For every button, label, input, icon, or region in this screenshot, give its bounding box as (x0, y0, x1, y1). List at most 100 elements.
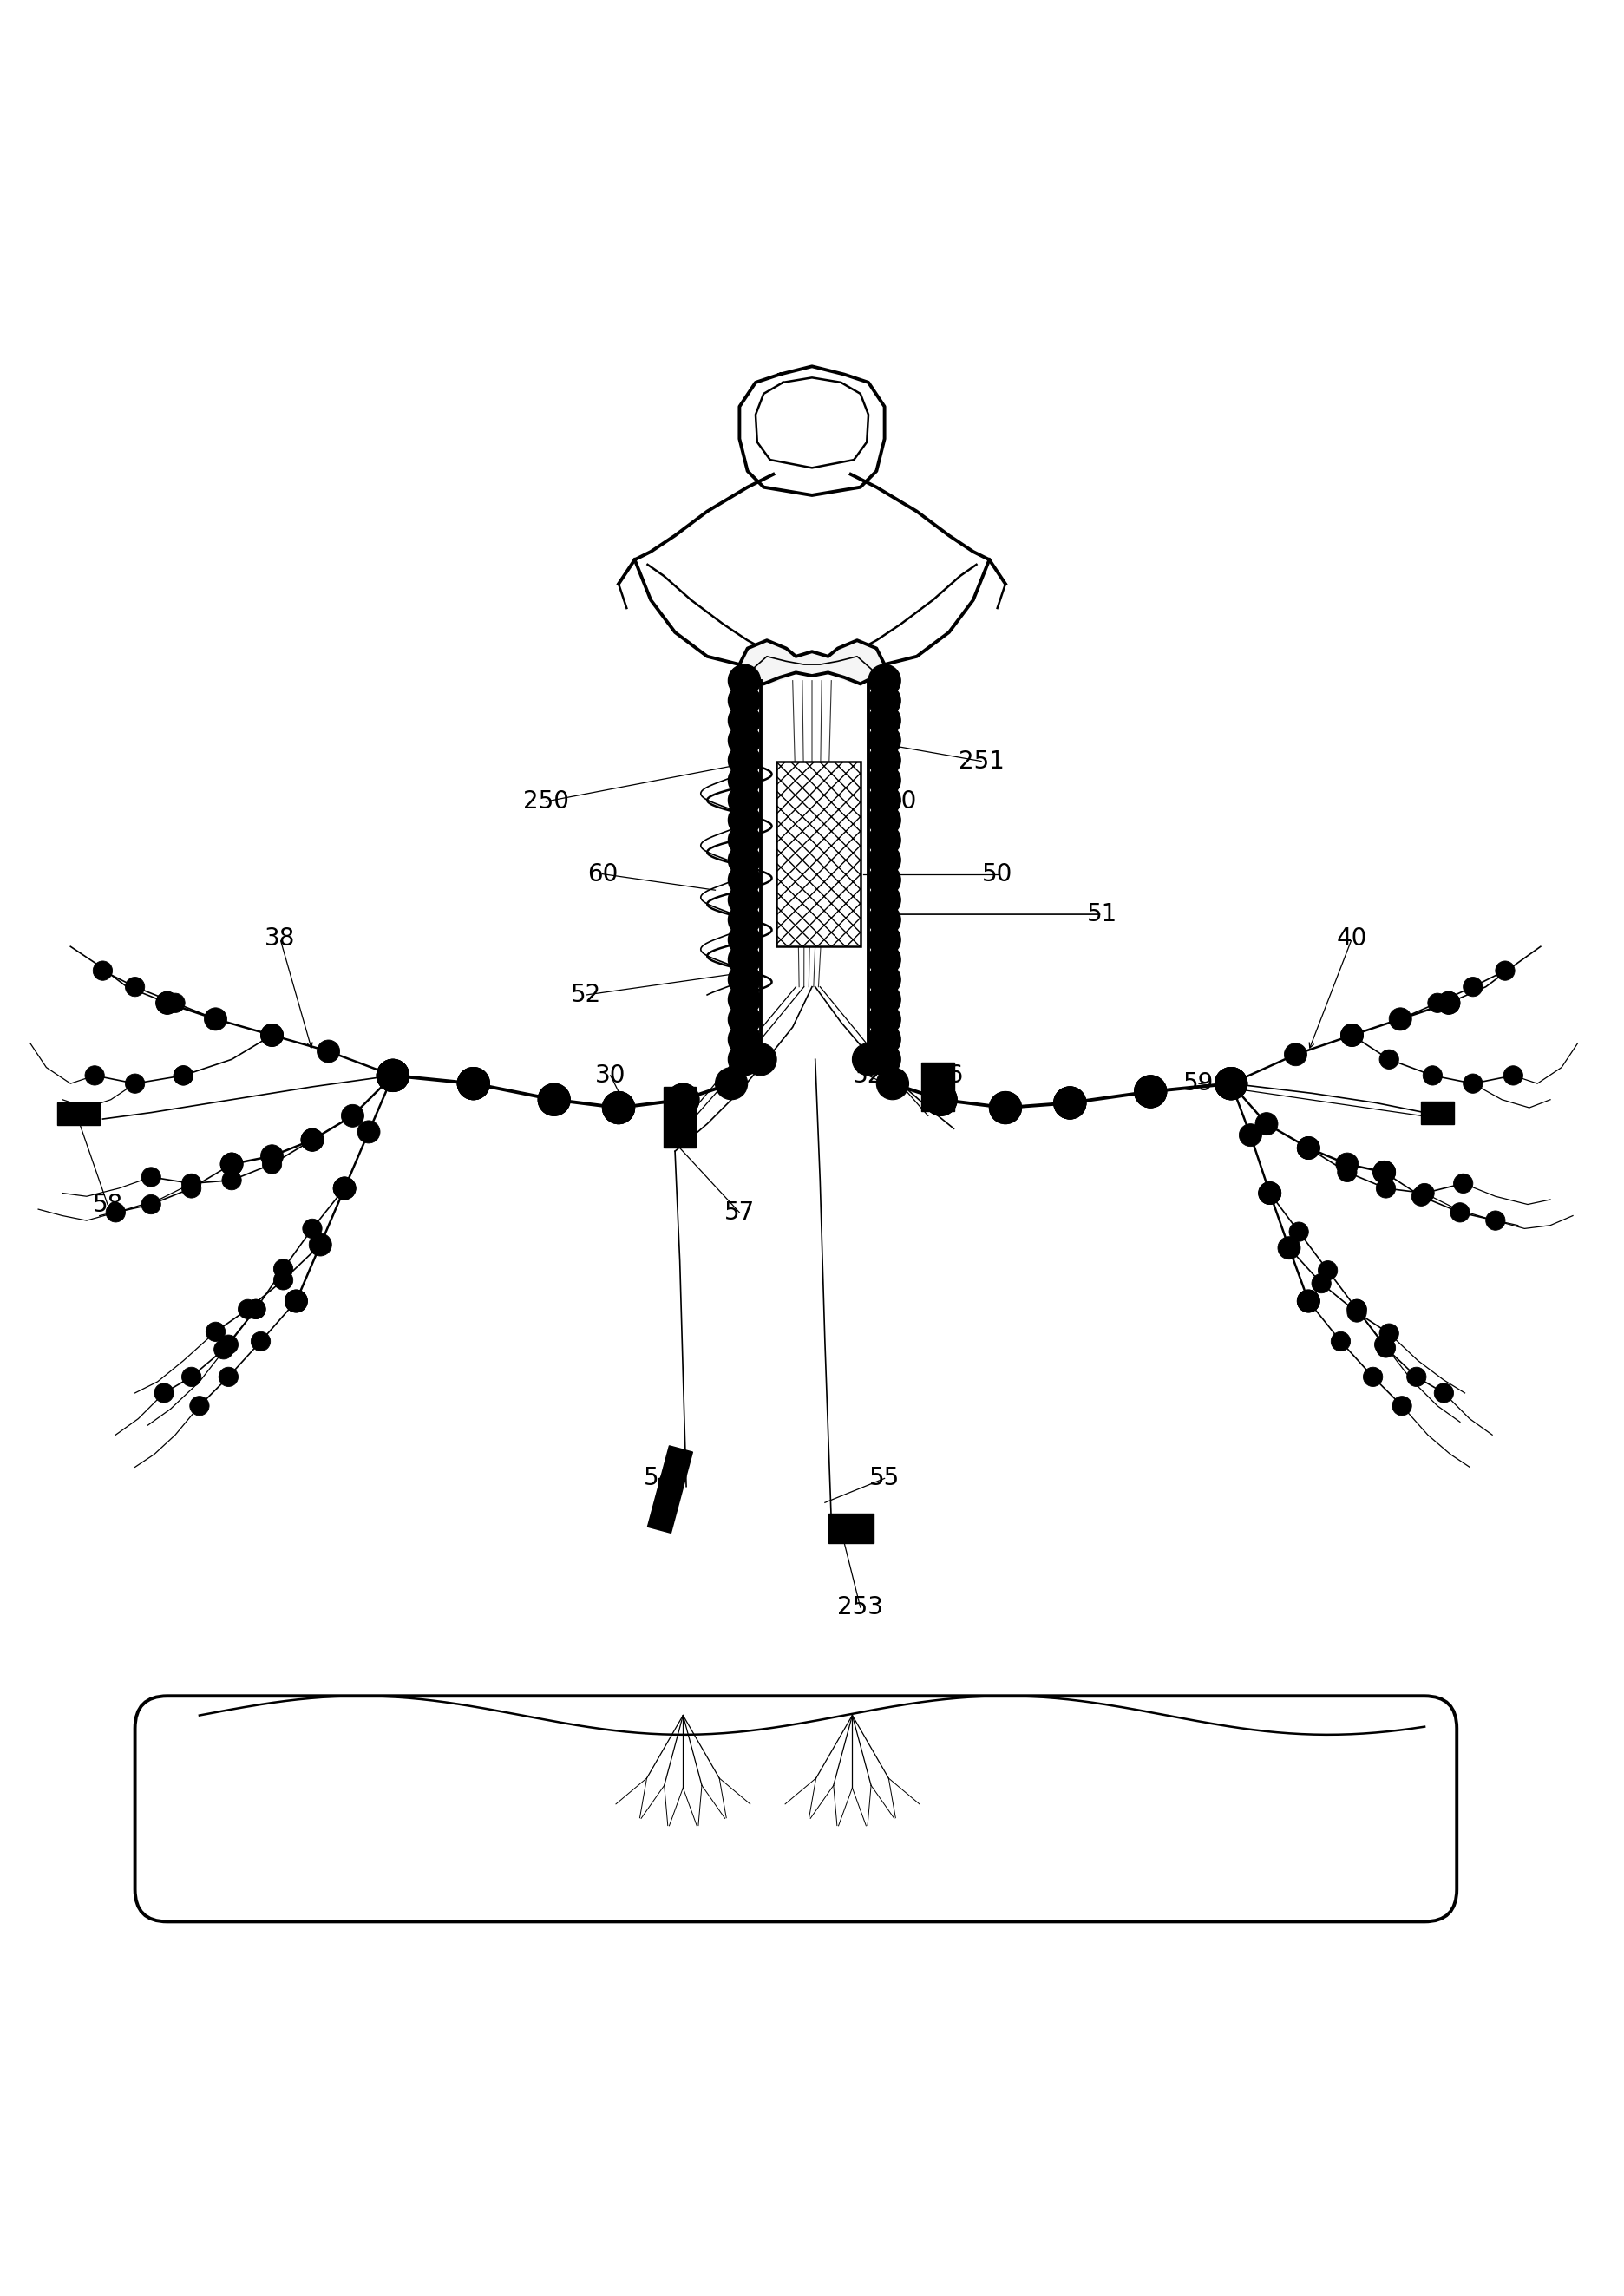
Circle shape (1463, 978, 1483, 996)
Circle shape (458, 1068, 489, 1100)
Circle shape (869, 1003, 901, 1035)
Bar (57, 1102, 99, 1125)
Circle shape (728, 944, 760, 976)
Circle shape (869, 964, 901, 996)
Circle shape (869, 664, 901, 696)
Circle shape (1338, 1162, 1356, 1182)
Circle shape (1496, 962, 1515, 980)
Circle shape (335, 1178, 354, 1199)
Circle shape (1450, 1203, 1470, 1221)
Circle shape (1374, 1334, 1393, 1355)
Text: 40: 40 (1337, 925, 1367, 951)
Circle shape (728, 1024, 760, 1056)
Circle shape (869, 723, 901, 755)
Circle shape (1054, 1086, 1086, 1118)
Circle shape (300, 1130, 323, 1150)
Circle shape (1278, 1238, 1301, 1258)
Circle shape (1504, 1065, 1523, 1086)
Circle shape (1259, 1182, 1281, 1205)
Circle shape (989, 1091, 1021, 1123)
Circle shape (1341, 1024, 1363, 1047)
Circle shape (869, 684, 901, 716)
Circle shape (1220, 1072, 1242, 1095)
Circle shape (141, 1194, 161, 1215)
Circle shape (1215, 1068, 1247, 1100)
Circle shape (1298, 1290, 1320, 1313)
Circle shape (222, 1155, 242, 1173)
Circle shape (728, 863, 760, 895)
Circle shape (1376, 1339, 1395, 1357)
Circle shape (166, 994, 185, 1013)
Circle shape (377, 1058, 409, 1091)
Circle shape (1453, 1173, 1473, 1194)
Circle shape (1285, 1042, 1307, 1065)
Circle shape (1135, 1075, 1166, 1107)
Circle shape (252, 1332, 270, 1350)
Circle shape (1372, 1162, 1395, 1182)
Bar (776, 762, 861, 946)
Circle shape (853, 1042, 885, 1075)
Circle shape (247, 1300, 266, 1318)
Circle shape (141, 1166, 161, 1187)
Circle shape (357, 1120, 380, 1143)
Circle shape (333, 1178, 356, 1199)
Circle shape (1392, 1396, 1411, 1417)
Circle shape (190, 1396, 209, 1417)
Circle shape (458, 1068, 489, 1100)
Circle shape (341, 1104, 364, 1127)
Circle shape (1406, 1366, 1426, 1387)
Circle shape (174, 1065, 193, 1086)
Circle shape (1348, 1300, 1366, 1318)
Circle shape (728, 964, 760, 996)
Circle shape (728, 905, 760, 937)
Bar (1421, 1102, 1453, 1123)
Text: 59: 59 (1184, 1072, 1215, 1095)
Circle shape (877, 1068, 909, 1100)
Circle shape (206, 1010, 226, 1029)
Circle shape (1348, 1302, 1366, 1322)
Circle shape (182, 1178, 201, 1199)
Circle shape (728, 923, 760, 955)
Circle shape (1463, 1075, 1483, 1093)
Text: 54: 54 (643, 1467, 674, 1490)
Circle shape (728, 664, 760, 696)
Circle shape (1332, 1332, 1351, 1350)
Text: 30: 30 (594, 1063, 625, 1088)
Circle shape (222, 1171, 242, 1189)
Bar (921, 1063, 953, 1111)
Circle shape (1298, 1137, 1320, 1159)
Circle shape (1298, 1290, 1320, 1313)
Circle shape (869, 744, 901, 776)
Circle shape (728, 983, 760, 1015)
Text: 38: 38 (265, 925, 296, 951)
Circle shape (728, 785, 760, 817)
Circle shape (263, 1026, 281, 1045)
Circle shape (869, 944, 901, 976)
Text: 20: 20 (885, 790, 916, 813)
Circle shape (924, 1084, 957, 1116)
Circle shape (221, 1153, 244, 1176)
Circle shape (1423, 1065, 1442, 1086)
Circle shape (377, 1058, 409, 1091)
Circle shape (84, 1065, 104, 1086)
Bar (828, 1513, 874, 1543)
Text: 55: 55 (869, 1467, 900, 1490)
Text: 253: 253 (838, 1596, 883, 1619)
Circle shape (1299, 1290, 1319, 1311)
Circle shape (538, 1084, 570, 1116)
Circle shape (1299, 1139, 1319, 1157)
Circle shape (869, 845, 901, 877)
Circle shape (1437, 992, 1460, 1015)
Circle shape (206, 1322, 226, 1341)
Circle shape (221, 1153, 244, 1176)
Circle shape (1372, 1162, 1395, 1182)
Circle shape (603, 1091, 635, 1123)
Circle shape (1289, 1221, 1309, 1242)
Circle shape (1319, 1261, 1338, 1281)
Circle shape (286, 1290, 305, 1311)
Circle shape (603, 1091, 635, 1123)
FancyBboxPatch shape (135, 1697, 1457, 1922)
Circle shape (1337, 1153, 1358, 1176)
Circle shape (284, 1290, 307, 1313)
Circle shape (1135, 1075, 1166, 1107)
